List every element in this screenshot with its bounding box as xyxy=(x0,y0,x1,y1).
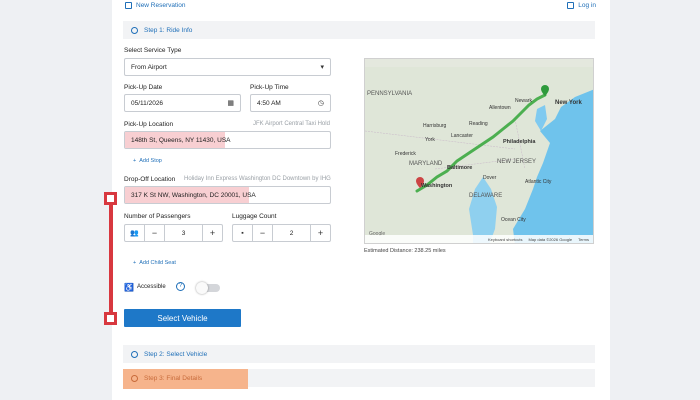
terms-link[interactable]: Terms xyxy=(578,236,589,242)
luggage-label: Luggage Count xyxy=(232,213,277,220)
field-highlight xyxy=(125,132,225,148)
accessible-label: Accessible xyxy=(137,284,166,290)
step-circle-icon xyxy=(131,374,138,382)
map-footer: Keyboard shortcuts Map data ©2026 Google… xyxy=(365,235,593,243)
help-icon[interactable]: ? xyxy=(176,282,185,291)
service-type-label: Select Service Type xyxy=(124,47,182,54)
step3-highlight xyxy=(123,369,248,389)
pickup-location-input[interactable]: 148th St, Queens, NY 11430, USA xyxy=(124,131,331,149)
pickup-date-input[interactable]: 05/11/2026 ▦ xyxy=(124,94,241,112)
step3-label: Step 3: Final Details xyxy=(144,374,203,382)
estimated-distance: Estimated Distance: 238.25 miles xyxy=(364,248,446,254)
svg-text:DELAWARE: DELAWARE xyxy=(469,193,502,199)
step1-label: Step 1: Ride Info xyxy=(144,26,193,34)
login-link[interactable]: Log in xyxy=(567,2,596,9)
passengers-value[interactable]: 3 xyxy=(181,229,186,237)
luggage-stepper[interactable]: ▪ − 2 + xyxy=(232,224,331,242)
people-icon: 👥 xyxy=(125,225,145,241)
service-type-select[interactable]: From Airport ▾ xyxy=(124,58,331,76)
dropoff-location-hint: Holiday Inn Express Washington DC Downto… xyxy=(184,176,331,182)
step1-header[interactable]: Step 1: Ride Info xyxy=(123,21,595,39)
svg-text:Harrisburg: Harrisburg xyxy=(423,123,447,129)
edit-icon xyxy=(125,2,132,9)
svg-text:NEW JERSEY: NEW JERSEY xyxy=(497,159,536,165)
add-stop-link[interactable]: + Add Stop xyxy=(133,158,162,164)
toggle-knob xyxy=(196,282,208,294)
svg-text:PENNSYLVANIA: PENNSYLVANIA xyxy=(367,91,412,97)
field-highlight xyxy=(125,187,249,203)
pickup-time-label: Pick-Up Time xyxy=(250,84,289,91)
svg-text:Newark: Newark xyxy=(515,98,532,104)
svg-text:Atlantic City: Atlantic City xyxy=(525,179,552,185)
pickup-date-label: Pick-Up Date xyxy=(124,84,163,91)
svg-text:Ocean City: Ocean City xyxy=(501,217,526,223)
annotation-marker-top xyxy=(104,192,117,205)
passengers-label: Number of Passengers xyxy=(124,213,191,220)
plus-icon: + xyxy=(133,158,137,164)
annotation-marker-bottom xyxy=(104,312,117,325)
plus-icon: + xyxy=(133,260,137,266)
dropoff-location-input[interactable]: 317 K St NW, Washington, DC 20001, USA xyxy=(124,186,331,204)
passengers-stepper[interactable]: 👥 − 3 + xyxy=(124,224,223,242)
map-canvas: PENNSYLVANIA New York Newark Allentown H… xyxy=(365,59,593,243)
pickup-date-value: 05/11/2026 xyxy=(131,99,164,107)
dropoff-location-label: Drop-Off Location xyxy=(124,176,176,183)
svg-text:Philadelphia: Philadelphia xyxy=(503,139,536,145)
svg-text:Allentown: Allentown xyxy=(489,105,511,111)
accessible-toggle[interactable] xyxy=(196,282,220,294)
keyboard-shortcuts-link[interactable]: Keyboard shortcuts xyxy=(487,236,523,242)
wheelchair-icon: ♿ xyxy=(124,283,134,292)
pickup-location-label: Pick-Up Location xyxy=(124,121,174,128)
top-bar: New Reservation Log in xyxy=(112,0,610,16)
select-vehicle-button[interactable]: Select Vehicle xyxy=(124,309,241,327)
step2-label: Step 2: Select Vehicle xyxy=(144,350,208,358)
svg-text:Reading: Reading xyxy=(469,121,488,127)
svg-text:New York: New York xyxy=(555,100,582,106)
origin-pin xyxy=(541,85,549,96)
suitcase-icon: ▪ xyxy=(233,225,253,241)
svg-text:Washington: Washington xyxy=(421,183,453,189)
pickup-time-value: 4:50 AM xyxy=(257,99,281,107)
annotation-connector xyxy=(109,199,113,321)
svg-text:Lancaster: Lancaster xyxy=(451,133,473,139)
login-icon xyxy=(567,2,575,9)
add-child-seat-link[interactable]: + Add Child Seat xyxy=(133,260,176,266)
destination-pin xyxy=(416,177,424,188)
svg-text:Dover: Dover xyxy=(483,175,497,181)
reservation-page: New Reservation Log in Step 1: Ride Info… xyxy=(112,0,610,400)
increment-button[interactable]: + xyxy=(310,225,330,241)
step2-header[interactable]: Step 2: Select Vehicle xyxy=(123,345,595,363)
login-label: Log in xyxy=(578,2,596,9)
service-type-value: From Airport xyxy=(131,63,167,71)
step-circle-icon xyxy=(131,350,138,358)
svg-text:Frederick: Frederick xyxy=(395,151,416,157)
new-reservation-label: New Reservation xyxy=(136,2,186,9)
svg-text:Google: Google xyxy=(369,231,385,237)
new-reservation-link[interactable]: New Reservation xyxy=(125,2,186,9)
calendar-icon[interactable]: ▦ xyxy=(227,100,234,107)
increment-button[interactable]: + xyxy=(202,225,222,241)
add-stop-label: Add Stop xyxy=(139,158,162,164)
map-data-credit: Map data ©2026 Google xyxy=(528,236,573,242)
clock-icon[interactable]: ◷ xyxy=(317,100,324,107)
pickup-location-hint: JFK Airport Central Taxi Hold xyxy=(253,121,330,127)
svg-text:MARYLAND: MARYLAND xyxy=(409,161,443,167)
chevron-down-icon: ▾ xyxy=(320,64,324,71)
route-map[interactable]: PENNSYLVANIA New York Newark Allentown H… xyxy=(364,58,594,244)
step3-header[interactable]: Step 3: Final Details xyxy=(123,369,595,389)
svg-text:Baltimore: Baltimore xyxy=(447,165,472,171)
svg-text:York: York xyxy=(425,137,435,143)
luggage-value[interactable]: 2 xyxy=(289,229,294,237)
dropoff-location-value: 317 K St NW, Washington, DC 20001, USA xyxy=(131,191,256,199)
pickup-location-value: 148th St, Queens, NY 11430, USA xyxy=(131,136,231,144)
decrement-button[interactable]: − xyxy=(253,225,273,241)
step-circle-icon xyxy=(131,26,138,34)
pickup-time-input[interactable]: 4:50 AM ◷ xyxy=(250,94,331,112)
add-child-seat-label: Add Child Seat xyxy=(139,260,176,266)
decrement-button[interactable]: − xyxy=(145,225,165,241)
